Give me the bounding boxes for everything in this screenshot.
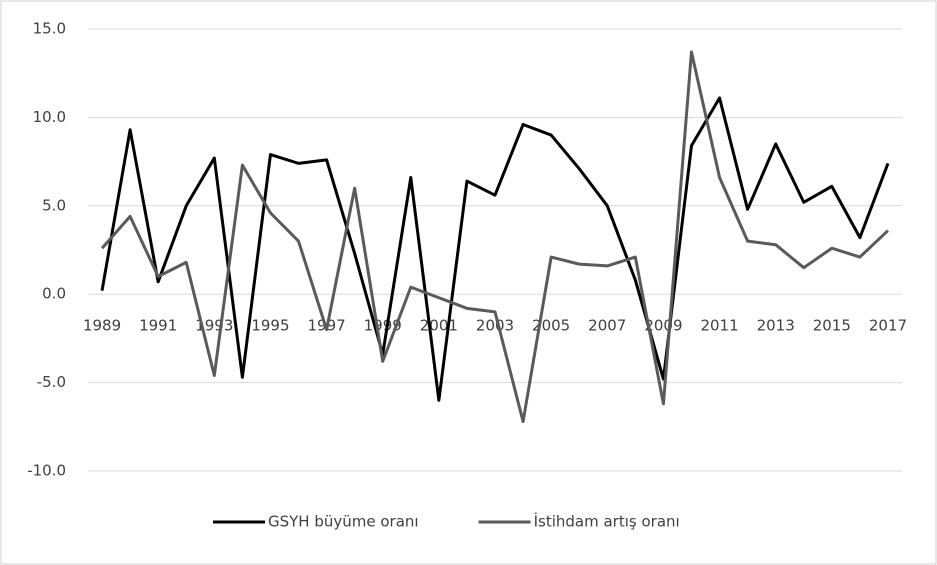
x-tick-label: 1995 (251, 317, 289, 335)
y-tick-label: 0.0 (42, 285, 66, 303)
x-tick-label: 2007 (588, 317, 626, 335)
y-tick-label: 5.0 (42, 196, 66, 214)
legend-label: İstihdam artış oranı (534, 512, 680, 531)
legend-label: GSYH büyüme oranı (268, 513, 419, 531)
series-line (100, 96, 890, 402)
y-tick-label: 15.0 (33, 20, 66, 38)
x-tick-label: 1993 (195, 317, 233, 335)
x-tick-label: 1989 (83, 317, 121, 335)
x-tick-label: 2017 (869, 317, 907, 335)
y-tick-label: -5.0 (37, 373, 66, 391)
y-tick-label: 10.0 (33, 108, 66, 126)
x-tick-label: 2011 (700, 317, 738, 335)
series-line (100, 50, 890, 423)
y-tick-label: -10.0 (27, 462, 66, 480)
x-tick-label: 2001 (420, 317, 458, 335)
x-tick-label: 2003 (476, 317, 514, 335)
x-tick-label: 2015 (813, 317, 851, 335)
x-tick-label: 1991 (139, 317, 177, 335)
x-tick-label: 2013 (757, 317, 795, 335)
x-tick-label: 2009 (644, 317, 682, 335)
